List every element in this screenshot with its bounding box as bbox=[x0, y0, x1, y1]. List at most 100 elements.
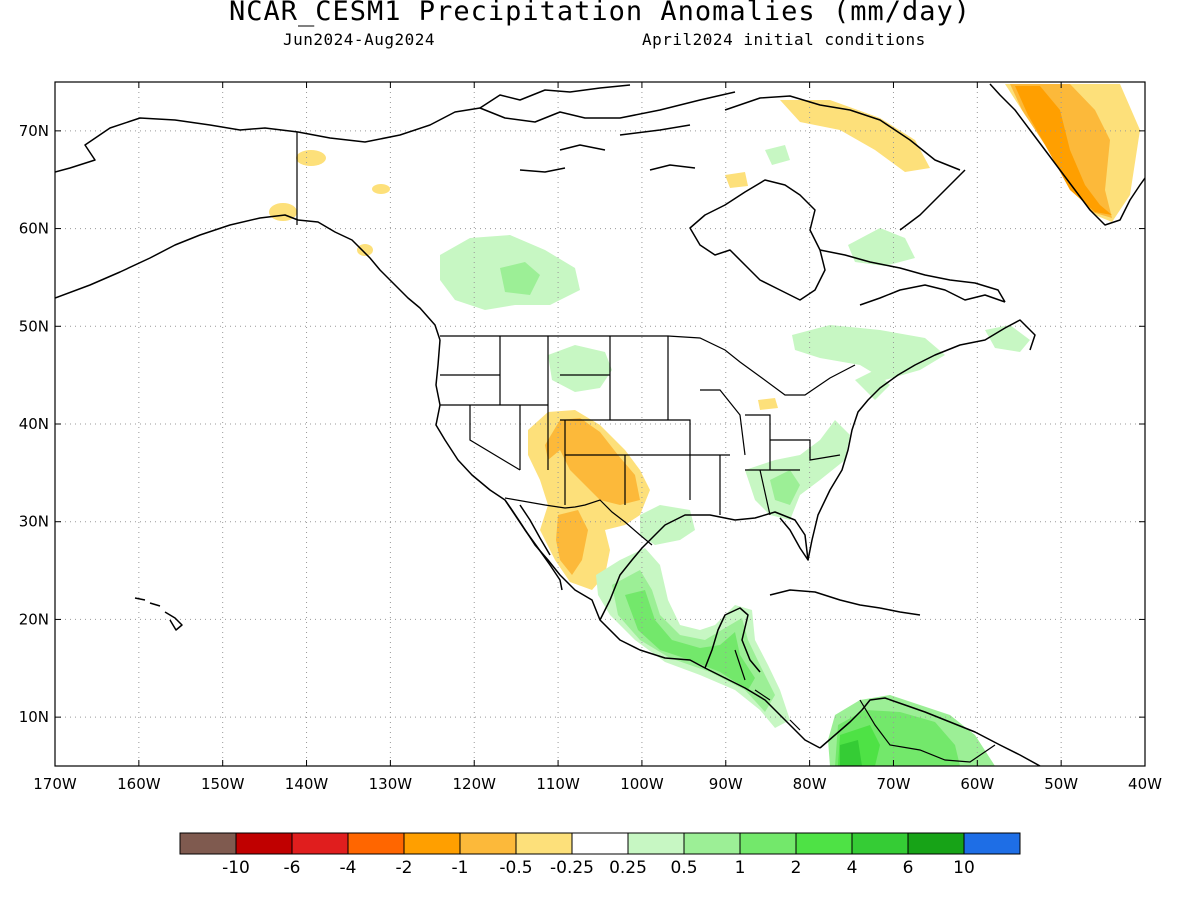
coast-hispaniola bbox=[879, 607, 921, 616]
anomaly-southamerica-wet-peak bbox=[840, 740, 862, 766]
coast-labrador bbox=[819, 169, 1006, 303]
axis-ticks bbox=[54, 82, 1146, 766]
anomaly-baffin-wet bbox=[765, 145, 790, 165]
latitude-labels: 10N 20N 30N 40N 50N 60N 70N bbox=[19, 122, 49, 726]
colorbar-swatch bbox=[291, 832, 349, 855]
lat-label: 40N bbox=[19, 415, 49, 433]
anomaly-eastcanada-wet bbox=[792, 325, 945, 380]
lat-label: 50N bbox=[19, 317, 49, 335]
colorbar-label: -0.25 bbox=[550, 858, 594, 878]
colorbar-swatch bbox=[403, 832, 461, 855]
border-us-states bbox=[440, 336, 841, 516]
colorbar-swatch bbox=[515, 832, 573, 855]
colorbar-swatch bbox=[851, 832, 909, 855]
anomaly-mexico-wet-core bbox=[625, 590, 755, 690]
coast-baja bbox=[504, 499, 563, 591]
lon-label: 110W bbox=[536, 775, 580, 793]
anomaly-yukon-dry bbox=[372, 184, 390, 194]
lon-label: 150W bbox=[201, 775, 245, 793]
lon-label: 130W bbox=[369, 775, 413, 793]
anomaly-texas-wet bbox=[640, 505, 695, 545]
anomaly-southeast-wet-core bbox=[770, 470, 800, 505]
coast-south-america bbox=[819, 697, 1041, 766]
colorbar-swatch bbox=[907, 832, 965, 855]
anomaly-shading bbox=[269, 84, 1140, 766]
colorbar-label: -4 bbox=[340, 858, 357, 878]
colorbar-label: 0.5 bbox=[670, 858, 697, 878]
lat-label: 20N bbox=[19, 610, 49, 628]
anomaly-sonora-dry-core bbox=[556, 510, 588, 575]
colorbar-swatch bbox=[459, 832, 517, 855]
colorbar-swatch bbox=[627, 832, 685, 855]
colorbar-label: 6 bbox=[903, 858, 914, 878]
lon-label: 90W bbox=[709, 775, 743, 793]
lon-label: 40W bbox=[1128, 775, 1162, 793]
coast-hawaii bbox=[134, 597, 183, 631]
colorbar-swatch bbox=[739, 832, 797, 855]
anomaly-baffin-dry-small bbox=[725, 172, 748, 188]
anomaly-baffin-dry bbox=[780, 100, 930, 172]
anomaly-greenland-dry-strong bbox=[1015, 86, 1112, 215]
colorbar-label: -10 bbox=[222, 858, 250, 878]
lat-label: 60N bbox=[19, 220, 49, 238]
anomaly-nfld-wet bbox=[985, 325, 1030, 352]
lon-label: 80W bbox=[793, 775, 827, 793]
colorbar-swatch bbox=[347, 832, 405, 855]
border-us-mexico bbox=[504, 497, 653, 546]
anomaly-canada-wet-core bbox=[500, 262, 540, 295]
anomaly-southwest-dry-core bbox=[545, 418, 640, 505]
lon-label: 160W bbox=[117, 775, 161, 793]
colorbar-labels: -10 -6 -4 -2 -1 -0.5 -0.25 0.25 0.5 1 2 4 6 10 bbox=[222, 858, 975, 878]
coast-yucatan bbox=[704, 607, 761, 673]
anomaly-atlantic-wet bbox=[855, 370, 890, 400]
colorbar-label: -6 bbox=[284, 858, 301, 878]
border-south-america bbox=[859, 699, 996, 763]
border-central-america bbox=[734, 649, 801, 731]
lat-label: 10N bbox=[19, 708, 49, 726]
coast-alaska bbox=[55, 91, 736, 341]
colorbar-label: -2 bbox=[396, 858, 413, 878]
coast-gulf bbox=[599, 511, 809, 621]
longitude-labels: 170W 160W 150W 140W 130W 120W 110W 100W 90W 80W 70… bbox=[33, 775, 1162, 793]
colorbar-label: 4 bbox=[847, 858, 858, 878]
lon-label: 60W bbox=[960, 775, 994, 793]
colorbar-swatch bbox=[963, 832, 1021, 855]
forecast-period: Jun2024-Aug2024 bbox=[283, 30, 435, 49]
border-us-canada bbox=[440, 335, 856, 396]
coast-caribbean-cuba bbox=[769, 589, 881, 609]
anomaly-montana-wet bbox=[548, 345, 612, 392]
colorbar-label: 2 bbox=[791, 858, 802, 878]
lon-label: 120W bbox=[452, 775, 496, 793]
lon-label: 70W bbox=[877, 775, 911, 793]
initial-conditions: April2024 initial conditions bbox=[642, 30, 926, 49]
colorbar-label: -1 bbox=[452, 858, 469, 878]
lon-label: 50W bbox=[1044, 775, 1078, 793]
coast-hudson-bay bbox=[689, 179, 826, 301]
coast-greenland bbox=[989, 83, 1145, 226]
colorbar-label: -0.5 bbox=[499, 858, 532, 878]
coast-arctic-islands bbox=[479, 84, 961, 173]
lon-label: 140W bbox=[285, 775, 329, 793]
colorbar bbox=[179, 832, 1021, 855]
anomaly-quebec-wet bbox=[848, 228, 915, 266]
colorbar-label: 10 bbox=[953, 858, 975, 878]
map-title: NCAR_CESM1 Precipitation Anomalies (mm/d… bbox=[229, 0, 971, 27]
map-plot-area bbox=[55, 82, 1145, 766]
coast-east-us bbox=[807, 284, 1036, 561]
lat-label: 30N bbox=[19, 513, 49, 531]
anomaly-midwest-dry bbox=[758, 398, 778, 410]
colorbar-swatch bbox=[571, 832, 629, 855]
anomaly-alaska-dry-1 bbox=[296, 150, 326, 166]
coastlines bbox=[55, 83, 1145, 766]
colorbar-swatch bbox=[179, 832, 237, 855]
lat-label: 70N bbox=[19, 122, 49, 140]
colorbar-swatch bbox=[235, 832, 293, 855]
lon-label: 100W bbox=[620, 775, 664, 793]
coast-west-us bbox=[435, 339, 821, 749]
anomaly-bc-dry bbox=[357, 244, 373, 256]
political-boundaries bbox=[296, 132, 996, 763]
colorbar-swatch bbox=[683, 832, 741, 855]
colorbar-label: 0.25 bbox=[609, 858, 647, 878]
lon-label: 170W bbox=[33, 775, 77, 793]
